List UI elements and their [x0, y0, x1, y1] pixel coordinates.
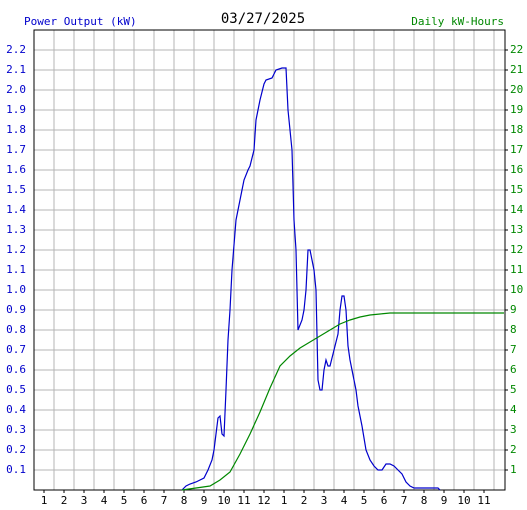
y-tick-label: 0.9: [6, 303, 26, 316]
y-tick-label: 0.6: [6, 363, 26, 376]
y2-tick-label: 2: [510, 443, 517, 456]
chart-title: 03/27/2025: [221, 11, 305, 27]
x-tick-label: 8: [181, 494, 188, 507]
x-tick-label: 7: [161, 494, 168, 507]
x-tick-label: 1: [41, 494, 48, 507]
y2-tick-label: 9: [510, 303, 517, 316]
y-tick-label: 1.4: [6, 203, 26, 216]
y-tick-label: 0.2: [6, 443, 26, 456]
y-tick-label: 1.3: [6, 223, 26, 236]
x-tick-label: 2: [61, 494, 68, 507]
y2-tick-label: 4: [510, 403, 517, 416]
x-tick-label: 2: [301, 494, 308, 507]
x-tick-label: 8: [421, 494, 428, 507]
y-tick-label: 2.2: [6, 43, 26, 56]
y-tick-label: 0.1: [6, 463, 26, 476]
x-tick-label: 5: [361, 494, 368, 507]
y2-tick-label: 3: [510, 423, 517, 436]
x-tick-label: 5: [121, 494, 128, 507]
y2-tick-label: 5: [510, 383, 517, 396]
data-line: [181, 312, 504, 491]
x-tick-label: 6: [381, 494, 388, 507]
x-tick-label: 10: [457, 494, 470, 507]
y-tick-label: 1.5: [6, 183, 26, 196]
y-tick-label: 1.1: [6, 263, 26, 276]
x-tick-label: 4: [101, 494, 108, 507]
x-tick-label: 11: [477, 494, 490, 507]
y2-tick-label: 1: [510, 463, 517, 476]
y2-tick-label: 19: [510, 103, 523, 116]
y-tick-label: 0.8: [6, 323, 26, 336]
x-tick-label: 11: [237, 494, 250, 507]
y2-tick-label: 8: [510, 323, 517, 336]
y-tick-label: 1.9: [6, 103, 26, 116]
y2-tick-label: 17: [510, 143, 523, 156]
y2-tick-label: 22: [510, 43, 523, 56]
y2-tick-label: 15: [510, 183, 523, 196]
y-tick-label: 2.0: [6, 83, 26, 96]
y2-axis-label: Daily kW-Hours: [411, 15, 504, 28]
y2-tick-label: 14: [510, 203, 524, 216]
y-tick-label: 1.8: [6, 123, 26, 136]
y-tick-label: 1.2: [6, 243, 26, 256]
y2-tick-label: 6: [510, 363, 517, 376]
y-tick-label: 2.1: [6, 63, 26, 76]
data-line: [181, 67, 441, 491]
y2-tick-label: 12: [510, 243, 523, 256]
x-tick-label: 1: [281, 494, 288, 507]
x-tick-label: 6: [141, 494, 148, 507]
y-tick-label: 0.5: [6, 383, 26, 396]
x-tick-label: 4: [341, 494, 348, 507]
y-axis-label: Power Output (kW): [24, 15, 137, 28]
y-tick-label: 1.7: [6, 143, 26, 156]
y2-tick-label: 20: [510, 83, 523, 96]
x-tick-label: 7: [401, 494, 408, 507]
y2-tick-label: 7: [510, 343, 517, 356]
y2-tick-label: 21: [510, 63, 523, 76]
y-tick-label: 1.6: [6, 163, 26, 176]
y2-tick-label: 11: [510, 263, 523, 276]
x-tick-label: 3: [321, 494, 328, 507]
y2-tick-label: 10: [510, 283, 523, 296]
x-tick-label: 3: [81, 494, 88, 507]
x-tick-label: 9: [441, 494, 448, 507]
y-tick-label: 1.0: [6, 283, 26, 296]
plot-frame: [33, 29, 506, 491]
x-tick-label: 12: [257, 494, 270, 507]
y2-tick-label: 13: [510, 223, 523, 236]
x-tick-label: 10: [217, 494, 230, 507]
y2-tick-label: 16: [510, 163, 523, 176]
y-tick-label: 0.3: [6, 423, 26, 436]
y-tick-label: 0.4: [6, 403, 26, 416]
y-tick-label: 0.7: [6, 343, 26, 356]
y2-tick-label: 18: [510, 123, 523, 136]
x-tick-label: 9: [201, 494, 208, 507]
